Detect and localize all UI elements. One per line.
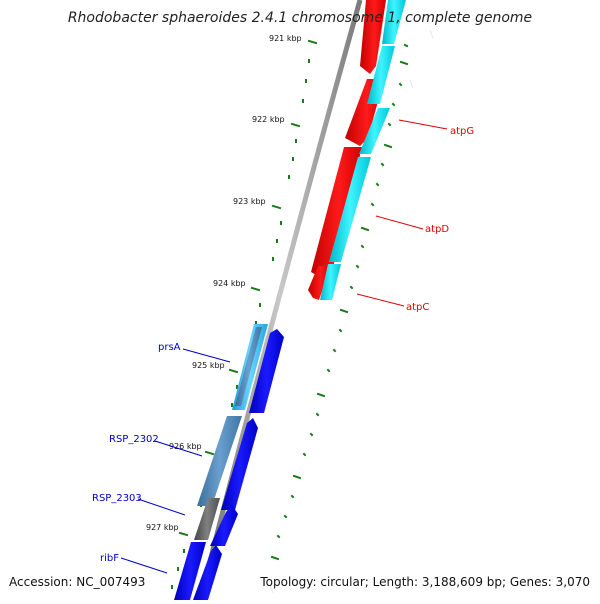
gene-atpD-rev[interactable] bbox=[329, 157, 371, 262]
gene-atpA-fragment[interactable] bbox=[360, 0, 386, 74]
minor-tick bbox=[360, 244, 365, 249]
gene-label-atpG[interactable]: atpG bbox=[450, 126, 474, 137]
gene-prsA-neighbor[interactable] bbox=[235, 327, 262, 406]
minor-tick bbox=[380, 162, 385, 167]
gene-label-prsA[interactable]: prsA bbox=[158, 342, 181, 353]
major-tick-922 bbox=[290, 122, 301, 128]
gene-blue-1[interactable] bbox=[249, 329, 284, 413]
scale-label-925: 925 kbp bbox=[192, 361, 225, 370]
minor-tick bbox=[316, 392, 326, 398]
gene-ribF[interactable] bbox=[174, 542, 206, 600]
major-tick-923 bbox=[271, 204, 282, 210]
minor-tick bbox=[338, 328, 343, 333]
minor-tick bbox=[370, 202, 375, 207]
major-tick-925 bbox=[228, 368, 239, 374]
gene-label-atpD[interactable]: atpD bbox=[425, 224, 449, 235]
minor-tick bbox=[349, 285, 354, 290]
minor-tick bbox=[403, 43, 409, 48]
gene-atpH[interactable] bbox=[382, 0, 406, 44]
leader-atpD bbox=[375, 215, 424, 230]
minor-tick bbox=[399, 60, 409, 66]
minor-tick bbox=[355, 264, 360, 269]
major-tick-924 bbox=[250, 286, 261, 292]
scale-tick-ring-outer bbox=[270, 43, 409, 561]
minor-tick bbox=[270, 555, 280, 561]
map-title: Rhodobacter sphaeroides 2.4.1 chromosome… bbox=[67, 10, 533, 26]
minor-tick bbox=[383, 143, 393, 149]
scale-label-924: 924 kbp bbox=[213, 279, 246, 288]
scale-label-922: 922 kbp bbox=[252, 115, 285, 124]
minor-tick bbox=[339, 308, 349, 314]
gene-atpD[interactable] bbox=[311, 147, 362, 280]
scale-labels: 921 kbp 922 kbp 923 kbp 924 kbp 925 kbp … bbox=[146, 34, 302, 532]
minor-tick bbox=[375, 182, 380, 187]
scale-label-923: 923 kbp bbox=[233, 197, 266, 206]
gene-label-leaders bbox=[120, 119, 448, 574]
leader-prsA bbox=[182, 348, 231, 363]
gene-atpC-rev[interactable] bbox=[320, 264, 341, 300]
gene-RSP_2302[interactable] bbox=[197, 416, 242, 506]
gene-atpC[interactable] bbox=[308, 266, 331, 300]
minor-tick bbox=[283, 514, 288, 519]
gene-RSP_2303[interactable] bbox=[194, 498, 220, 540]
minor-tick bbox=[332, 348, 337, 353]
minor-tick bbox=[315, 412, 320, 417]
gene-atpG-rev[interactable] bbox=[359, 108, 390, 154]
minor-tick bbox=[391, 102, 396, 107]
leader-atpG bbox=[398, 119, 448, 130]
scale-tick-ring-inner bbox=[171, 39, 318, 589]
leader-RSP_2302 bbox=[154, 440, 203, 457]
gene-label-RSP_2303[interactable]: RSP_2303 bbox=[92, 493, 142, 504]
major-tick-921 bbox=[307, 39, 318, 45]
minor-tick bbox=[309, 432, 314, 437]
leader-RSP_2303 bbox=[137, 498, 186, 516]
minor-tick bbox=[276, 534, 281, 539]
minor-tick bbox=[398, 82, 403, 87]
minor-tick bbox=[326, 368, 331, 373]
scale-label-921: 921 kbp bbox=[269, 34, 302, 43]
minor-tick bbox=[360, 226, 370, 232]
gene-atpA[interactable] bbox=[367, 46, 395, 104]
leader-atpC bbox=[356, 293, 405, 307]
minor-tick bbox=[292, 474, 302, 480]
leader-ribF bbox=[120, 557, 168, 574]
genome-summary: Topology: circular; Length: 3,188,609 bp… bbox=[260, 575, 590, 589]
major-tick-926 bbox=[204, 450, 215, 456]
gene-label-atpC[interactable]: atpC bbox=[406, 302, 429, 313]
scale-label-927: 927 kbp bbox=[146, 523, 179, 532]
major-tick-927 bbox=[178, 531, 189, 537]
scale-label-926: 926 kbp bbox=[169, 442, 202, 451]
gene-blue-3[interactable] bbox=[210, 505, 238, 546]
gene-label-ribF[interactable]: ribF bbox=[100, 553, 119, 564]
minor-tick bbox=[290, 494, 295, 499]
gene-blue-4[interactable] bbox=[193, 545, 222, 600]
gene-blue-2[interactable] bbox=[221, 418, 258, 510]
accession-label: Accession: NC_007493 bbox=[9, 575, 146, 589]
minor-tick bbox=[387, 122, 392, 127]
gene-label-RSP_2302[interactable]: RSP_2302 bbox=[109, 434, 159, 445]
gene-labels: atpG atpD atpC prsA RSP_2302 RSP_2303 ri… bbox=[92, 126, 474, 564]
minor-tick bbox=[302, 452, 307, 457]
